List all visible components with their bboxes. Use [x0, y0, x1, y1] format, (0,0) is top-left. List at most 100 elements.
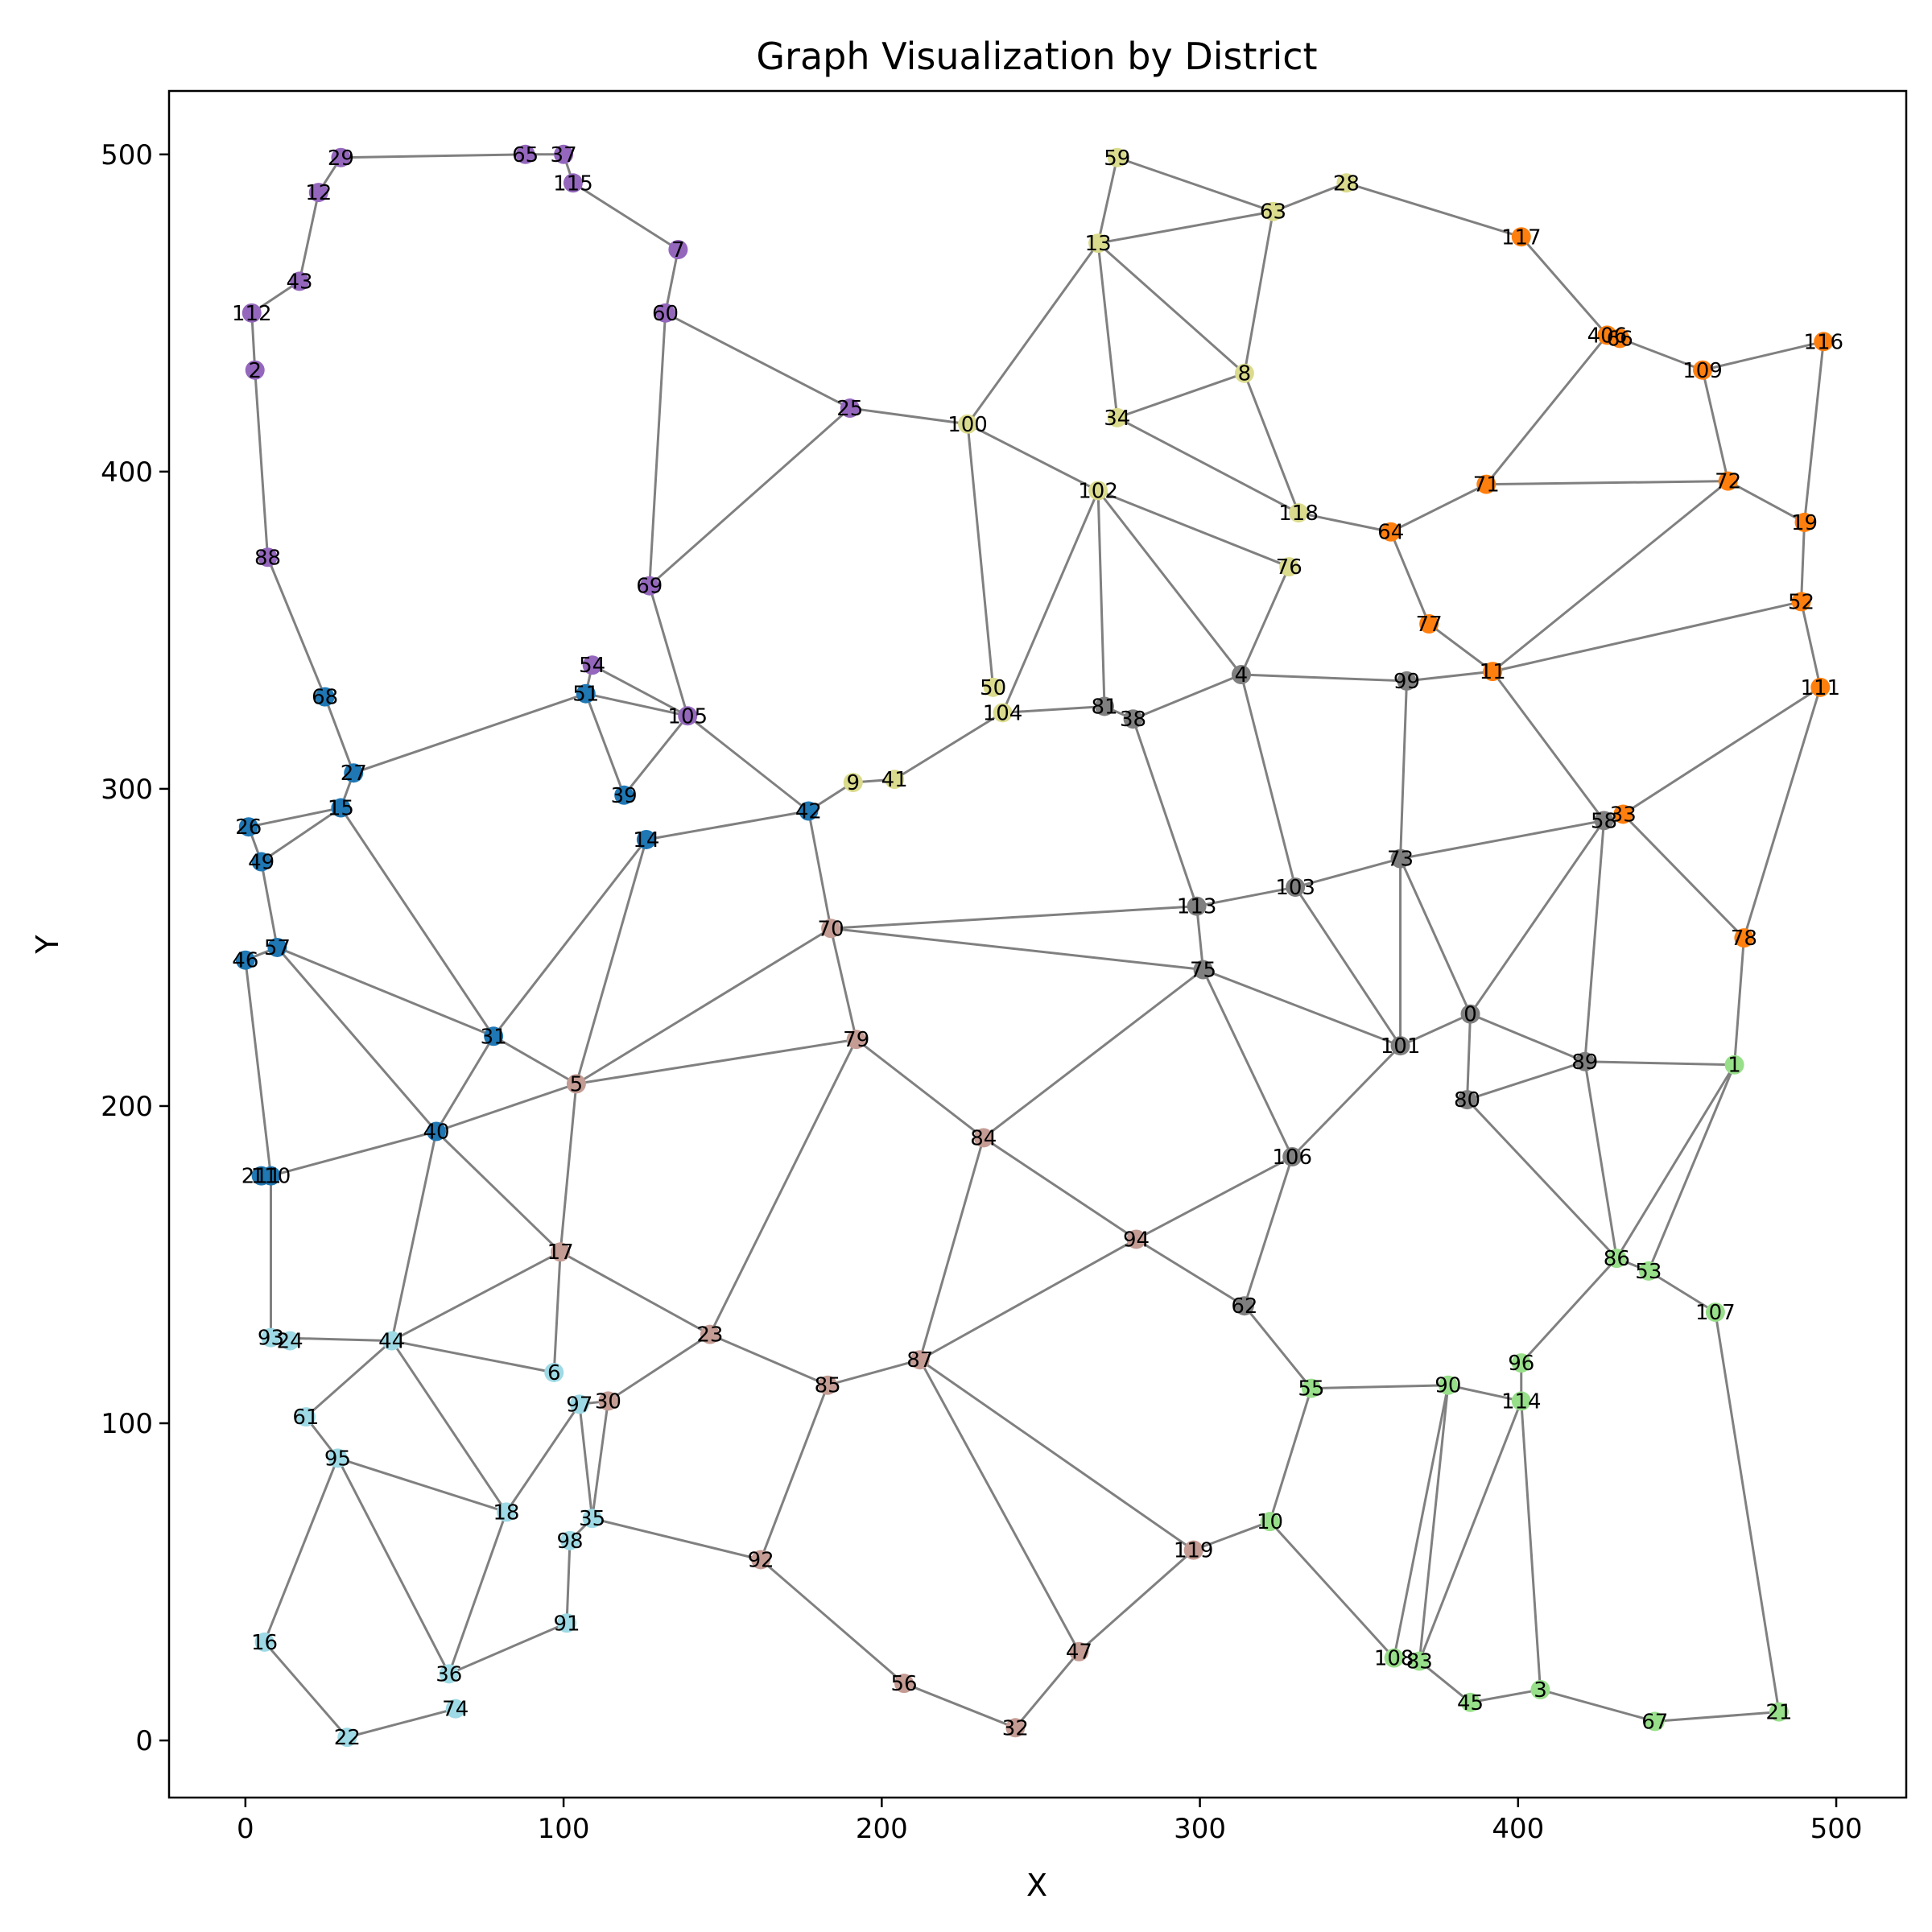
node-label: 24 [277, 1330, 303, 1354]
graph-node [1126, 1229, 1146, 1249]
graph-node [1419, 614, 1439, 634]
graph-edge [1345, 181, 1522, 238]
graph-node [515, 144, 535, 164]
graph-node [1301, 1378, 1321, 1398]
graph-node [566, 1074, 586, 1094]
node-label: 116 [1803, 330, 1843, 354]
graph-edge [1269, 1388, 1313, 1522]
graph-edge [390, 1250, 561, 1342]
graph-node [1107, 407, 1127, 427]
graph-node [582, 655, 602, 675]
graph-edge [1096, 490, 1106, 707]
graph-edge [576, 927, 832, 1085]
graph-node [254, 1632, 275, 1652]
graph-node [1734, 928, 1754, 948]
graph-node [251, 852, 271, 872]
graph-node [439, 1664, 459, 1684]
graph-node [993, 703, 1013, 723]
graph-edge [1240, 566, 1290, 675]
graph-node [331, 147, 351, 167]
node-label: 59 [1104, 147, 1130, 171]
y-tick-label: 0 [135, 1725, 153, 1757]
graph-node [840, 398, 860, 419]
graph-node [799, 801, 819, 821]
graph-edge [448, 1511, 508, 1674]
graph-edge [448, 1621, 568, 1675]
graph-edge [648, 585, 689, 716]
graph-edge [1202, 968, 1294, 1158]
node-label: 84 [970, 1126, 997, 1150]
plot-frame [167, 89, 1908, 1799]
graph-edge [664, 249, 679, 314]
graph-node [1231, 665, 1251, 685]
graph-edge [1311, 1384, 1448, 1390]
node-label: 34 [1104, 407, 1130, 431]
graph-node [238, 817, 258, 837]
graph-edge [304, 1340, 393, 1418]
graph-node [1794, 512, 1814, 532]
graph-edge [1800, 601, 1822, 688]
graph-node [1511, 1353, 1531, 1373]
graph-edge [607, 1333, 711, 1402]
graph-edge [1800, 522, 1806, 602]
graph-node [251, 1166, 271, 1186]
y-tick-label: 400 [101, 456, 153, 489]
graph-edge [591, 1401, 609, 1519]
graph-node [382, 1331, 402, 1351]
node-label: 61 [292, 1406, 319, 1430]
graph-node [636, 829, 656, 849]
graph-node [885, 770, 905, 790]
node-labels-layer: 0123456789101112131415161718192122232425… [232, 143, 1843, 1750]
node-label: 35 [579, 1507, 605, 1531]
nodes-layer [235, 144, 1834, 1748]
graph-edge [1014, 1650, 1080, 1729]
node-label: 74 [442, 1698, 469, 1722]
node-label: 36 [436, 1662, 462, 1686]
graph-node [1483, 662, 1503, 682]
graph-edge [1418, 1385, 1450, 1662]
node-label: 42 [795, 799, 822, 824]
graph-edge [576, 1038, 857, 1085]
graph-node [1814, 332, 1834, 352]
node-label: 62 [1231, 1294, 1257, 1319]
node-label: 111 [1800, 676, 1840, 700]
graph-node [1183, 1540, 1203, 1560]
graph-node [551, 1242, 571, 1262]
node-label: 77 [1416, 613, 1443, 637]
graph-node [261, 1327, 281, 1348]
graph-node [295, 1407, 316, 1427]
graph-edge [337, 1456, 507, 1513]
graph-edge [263, 1457, 339, 1643]
graph-node [258, 547, 278, 568]
y-tick-label: 100 [101, 1408, 153, 1440]
graph-edge [1097, 242, 1245, 374]
graph-edge [1520, 1257, 1618, 1364]
graph-node [958, 414, 978, 434]
graph-node [1107, 147, 1127, 167]
graph-node [1718, 471, 1738, 491]
graph-edge [435, 1035, 495, 1133]
node-label: 33 [1610, 803, 1637, 827]
node-label: 57 [264, 936, 291, 960]
node-label: 41 [881, 768, 908, 792]
graph-edge [505, 1403, 581, 1513]
graph-edge [1294, 886, 1402, 1046]
graph-node [331, 798, 351, 818]
graph-edge [829, 927, 858, 1040]
chart-title: Graph Visualization by District [756, 35, 1317, 78]
graph-edge [1418, 1660, 1472, 1703]
node-label: 69 [636, 575, 663, 599]
graph-edge [391, 1340, 555, 1374]
node-label: 55 [1298, 1377, 1324, 1402]
graph-edge [353, 692, 587, 774]
node-label: 85 [815, 1374, 841, 1398]
node-label: 23 [696, 1323, 723, 1348]
graph-node [1575, 1051, 1595, 1071]
graph-edge [1240, 674, 1297, 888]
x-axis-label: X [1026, 1868, 1047, 1903]
graph-edge [260, 807, 342, 863]
graph-edge [849, 407, 968, 426]
node-label: 92 [748, 1548, 774, 1572]
y-tick-label: 300 [101, 774, 153, 806]
node-label: 119 [1174, 1539, 1214, 1563]
